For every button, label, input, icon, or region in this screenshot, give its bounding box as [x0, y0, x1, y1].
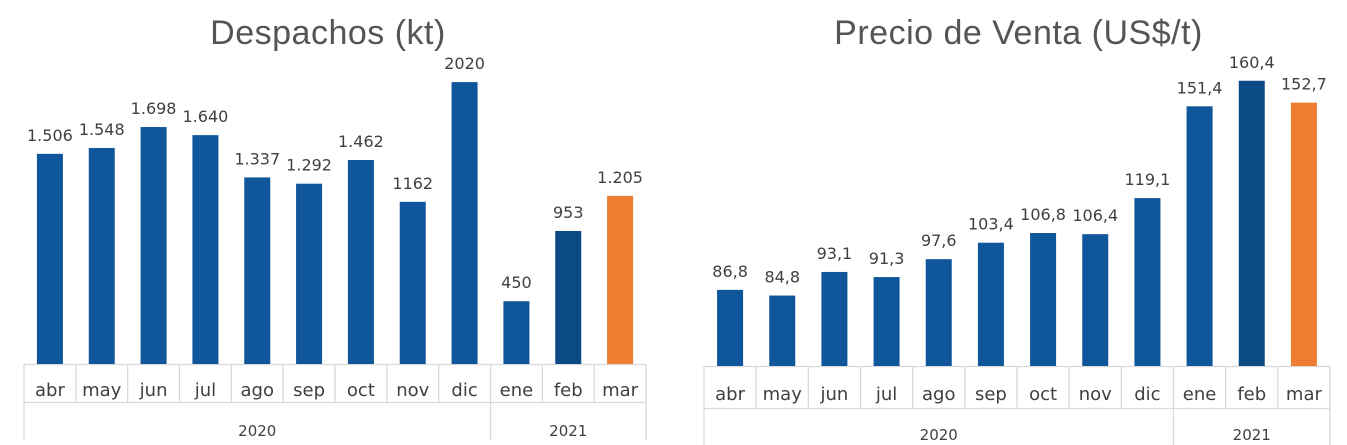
tick-label: nov	[396, 380, 429, 401]
bar-feb	[555, 231, 582, 364]
tick-label: feb	[1237, 384, 1266, 405]
tick-label: may	[82, 380, 122, 401]
tick-label: jun	[139, 380, 168, 401]
tick-label: ago	[922, 384, 955, 405]
data-label: 106,4	[1072, 206, 1118, 225]
chart-title: Despachos (kt)	[210, 14, 446, 52]
tick-label: ago	[241, 380, 274, 401]
bar-feb	[1238, 80, 1265, 366]
bar-oct	[347, 159, 374, 364]
data-label: 1.548	[79, 120, 125, 139]
bar-may	[88, 147, 115, 364]
bar-mar	[1290, 102, 1317, 366]
despachos-plot: 1.506 abr 1.548 may 1.698 jun 1.640 jul 1.337 ago…	[23, 54, 647, 440]
bar-oct	[1030, 233, 1057, 366]
tick-label: mar	[602, 380, 639, 401]
data-label: 152,7	[1281, 75, 1327, 94]
bar-sep	[977, 242, 1004, 366]
data-label: 1.640	[183, 107, 229, 126]
tick-label: may	[763, 384, 803, 405]
tick-label: ene	[1183, 384, 1217, 405]
bar-ago	[244, 177, 271, 364]
data-label: 1.205	[597, 168, 643, 187]
bar-dic	[1134, 198, 1161, 366]
data-label: 103,4	[968, 215, 1014, 234]
bar-ago	[925, 259, 952, 366]
tick-label: feb	[554, 380, 583, 401]
group-label: 2020	[238, 422, 276, 440]
chart-title: Precio de Venta (US$/t)	[834, 14, 1203, 52]
data-label: 119,1	[1125, 170, 1171, 189]
data-label: 151,4	[1177, 78, 1223, 97]
data-label: 86,8	[712, 262, 748, 281]
bar-ene	[1186, 106, 1213, 366]
data-label: 450	[501, 273, 532, 292]
data-label: 84,8	[764, 268, 800, 287]
despachos-chart: Despachos (kt) 1.506 abr 1.548 may 1.698 jun 1…	[0, 0, 660, 445]
data-label: 953	[553, 203, 584, 222]
tick-label: dic	[1134, 384, 1160, 405]
tick-label: mar	[1286, 384, 1323, 405]
bar-jul	[192, 135, 219, 364]
precio-venta-chart: Precio de Venta (US$/t) 86,8 abr 84,8 may 93…	[690, 0, 1347, 445]
tick-label: jul	[194, 380, 216, 401]
bar-abr	[36, 153, 63, 364]
data-label: 106,8	[1020, 205, 1066, 224]
group-label: 2020	[920, 426, 958, 444]
group-label: 2021	[549, 422, 587, 440]
tick-label: oct	[347, 380, 375, 401]
data-label: 97,6	[921, 231, 957, 250]
tick-label: sep	[975, 384, 1007, 405]
bar-ene	[503, 301, 530, 364]
tick-label: jul	[875, 384, 897, 405]
tick-label: abr	[715, 384, 745, 405]
precio-venta-plot: 86,8 abr 84,8 may 93,1 jun 91,3 jul 97,6 ago 103,4…	[703, 53, 1331, 445]
data-label: 1.698	[131, 99, 177, 118]
group-label: 2021	[1233, 426, 1271, 444]
data-label: 1162	[392, 174, 433, 193]
bar-dic	[451, 82, 478, 364]
tick-label: oct	[1029, 384, 1057, 405]
bar-jun	[140, 127, 167, 364]
bar-jun	[821, 271, 848, 366]
bar-jul	[873, 277, 900, 366]
data-label: 1.337	[234, 149, 280, 168]
data-label: 1.292	[286, 156, 332, 175]
bar-nov	[1082, 234, 1109, 366]
bar-abr	[717, 289, 744, 366]
bar-nov	[399, 201, 426, 364]
data-label: 160,4	[1229, 53, 1275, 72]
data-label: 93,1	[817, 244, 853, 263]
tick-label: dic	[451, 380, 477, 401]
data-label: 1.462	[338, 132, 384, 151]
bar-sep	[296, 183, 323, 364]
tick-label: ene	[500, 380, 534, 401]
data-label: 1.506	[27, 126, 73, 145]
tick-label: abr	[35, 380, 65, 401]
bar-may	[769, 295, 796, 366]
bar-mar	[607, 195, 634, 364]
tick-label: sep	[293, 380, 325, 401]
tick-label: nov	[1079, 384, 1112, 405]
data-label: 91,3	[869, 249, 905, 268]
data-label: 2020	[444, 54, 485, 73]
tick-label: jun	[820, 384, 849, 405]
